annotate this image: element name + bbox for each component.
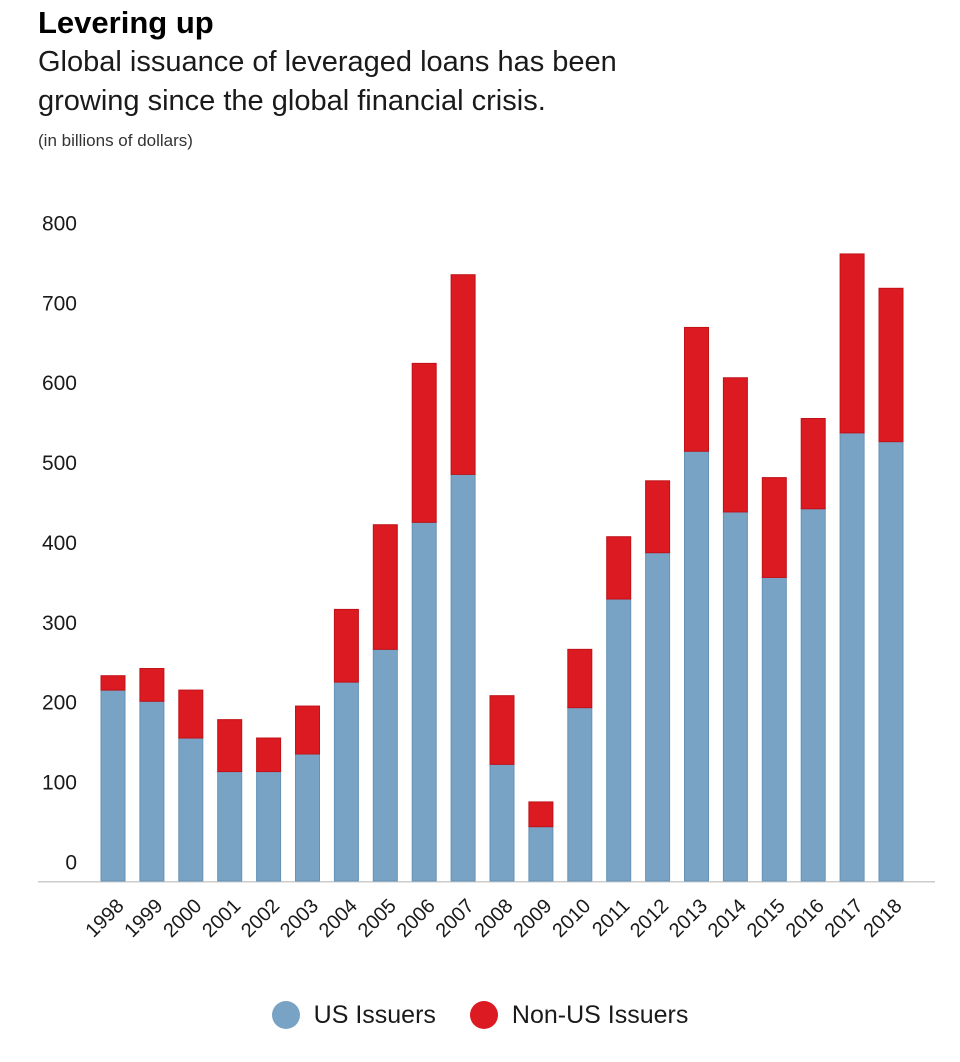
bar-non-us-issuers-2016 [800, 417, 826, 510]
bar-non-us-issuers-2017 [839, 253, 865, 434]
x-tick-label-2016: 2016 [782, 895, 829, 942]
bar-us-issuers-2007 [450, 473, 476, 882]
bar-us-issuers-2013 [684, 450, 709, 882]
bar-us-issuers-2017 [839, 432, 865, 882]
x-tick-label-2008: 2008 [471, 895, 518, 942]
bar-non-us-issuers-2015 [761, 477, 787, 578]
bar-us-issuers-2005 [372, 648, 398, 882]
chart-header: Levering up Global issuance of leveraged… [38, 4, 918, 151]
subtitle-line-2: growing since the global financial crisi… [38, 85, 546, 118]
x-tick-label-2004: 2004 [315, 895, 362, 942]
x-tick-label-2003: 2003 [276, 895, 323, 942]
bar-non-us-issuers-2014 [722, 377, 748, 513]
bar-us-issuers-2000 [178, 737, 204, 882]
bar-non-us-issuers-2006 [411, 362, 437, 523]
bar-us-issuers-2011 [606, 598, 632, 882]
bar-us-issuers-2002 [256, 771, 282, 882]
x-tick-label-2014: 2014 [704, 895, 751, 942]
x-tick-label-2001: 2001 [198, 895, 245, 942]
x-tick-label-2012: 2012 [626, 895, 673, 942]
bar-non-us-issuers-2003 [295, 705, 320, 755]
y-tick-label-800: 800 [42, 212, 77, 235]
y-tick-label-500: 500 [42, 452, 77, 475]
bar-non-us-issuers-1998 [100, 675, 126, 691]
bar-non-us-issuers-2011 [606, 536, 632, 600]
legend-label-non-us-issuers: Non-US Issuers [511, 1000, 689, 1029]
bar-non-us-issuers-2018 [878, 287, 904, 443]
bar-non-us-issuers-2007 [450, 274, 476, 475]
x-tick-label-2005: 2005 [354, 895, 401, 942]
bar-us-issuers-2006 [411, 521, 437, 882]
bar-non-us-issuers-2013 [684, 326, 709, 452]
y-tick-label-200: 200 [42, 692, 77, 715]
us-issuers-dot-icon [271, 1001, 300, 1029]
chart-legend: US Issuers Non-US Issuers [0, 990, 960, 1040]
bar-us-issuers-2001 [217, 771, 243, 882]
x-tick-label-1999: 1999 [120, 895, 167, 942]
x-tick-label-2000: 2000 [159, 895, 206, 942]
bar-us-issuers-2003 [295, 753, 320, 882]
y-tick-label-400: 400 [42, 532, 77, 555]
unit-note: (in billions of dollars) [38, 131, 193, 151]
bar-us-issuers-2016 [800, 508, 826, 882]
bar-non-us-issuers-2012 [645, 480, 671, 554]
bar-non-us-issuers-2004 [333, 608, 359, 683]
y-tick-label-300: 300 [42, 612, 77, 635]
x-tick-label-2015: 2015 [743, 895, 790, 942]
bar-us-issuers-2012 [645, 552, 671, 882]
bar-non-us-issuers-2008 [489, 695, 515, 765]
y-tick-label-0: 0 [65, 852, 77, 875]
x-tick-label-2009: 2009 [509, 895, 556, 942]
x-tick-label-2010: 2010 [548, 895, 595, 942]
x-tick-label-2007: 2007 [432, 895, 479, 942]
y-tick-label-700: 700 [42, 292, 77, 315]
x-tick-label-2013: 2013 [665, 895, 712, 942]
chart-title: Levering up [38, 5, 214, 40]
chart-subtitle: Global issuance of leveraged loans has b… [38, 43, 918, 121]
bar-us-issuers-2004 [333, 681, 359, 882]
bar-us-issuers-2010 [567, 707, 593, 882]
legend-item-us-issuers: US Issuers [271, 1000, 436, 1030]
bar-us-issuers-2014 [722, 511, 748, 882]
bar-non-us-issuers-2009 [528, 801, 554, 828]
bar-us-issuers-2008 [489, 763, 515, 882]
bar-us-issuers-1999 [139, 700, 165, 882]
legend-label-us-issuers: US Issuers [313, 1000, 436, 1029]
bar-us-issuers-1998 [100, 689, 126, 882]
bar-non-us-issuers-2010 [567, 648, 593, 709]
bar-us-issuers-2009 [528, 826, 554, 882]
bar-us-issuers-2018 [878, 441, 904, 882]
bar-non-us-issuers-2000 [178, 689, 204, 739]
bar-us-issuers-2015 [761, 576, 787, 882]
x-tick-label-2018: 2018 [860, 895, 907, 942]
subtitle-line-1: Global issuance of leveraged loans has b… [38, 46, 617, 79]
non-us-issuers-dot-icon [469, 1001, 498, 1029]
x-tick-label-2006: 2006 [393, 895, 440, 942]
bar-non-us-issuers-2005 [372, 524, 398, 650]
legend-item-non-us-issuers: Non-US Issuers [469, 1000, 689, 1030]
y-tick-label-600: 600 [42, 372, 77, 395]
bar-non-us-issuers-1999 [139, 668, 165, 702]
x-tick-label-2011: 2011 [588, 895, 634, 941]
x-tick-label-1998: 1998 [82, 895, 129, 942]
x-tick-label-2017: 2017 [821, 895, 868, 942]
bar-non-us-issuers-2002 [256, 737, 282, 773]
x-tick-label-2002: 2002 [237, 895, 284, 942]
bar-non-us-issuers-2001 [217, 719, 243, 773]
y-tick-label-100: 100 [42, 772, 77, 795]
